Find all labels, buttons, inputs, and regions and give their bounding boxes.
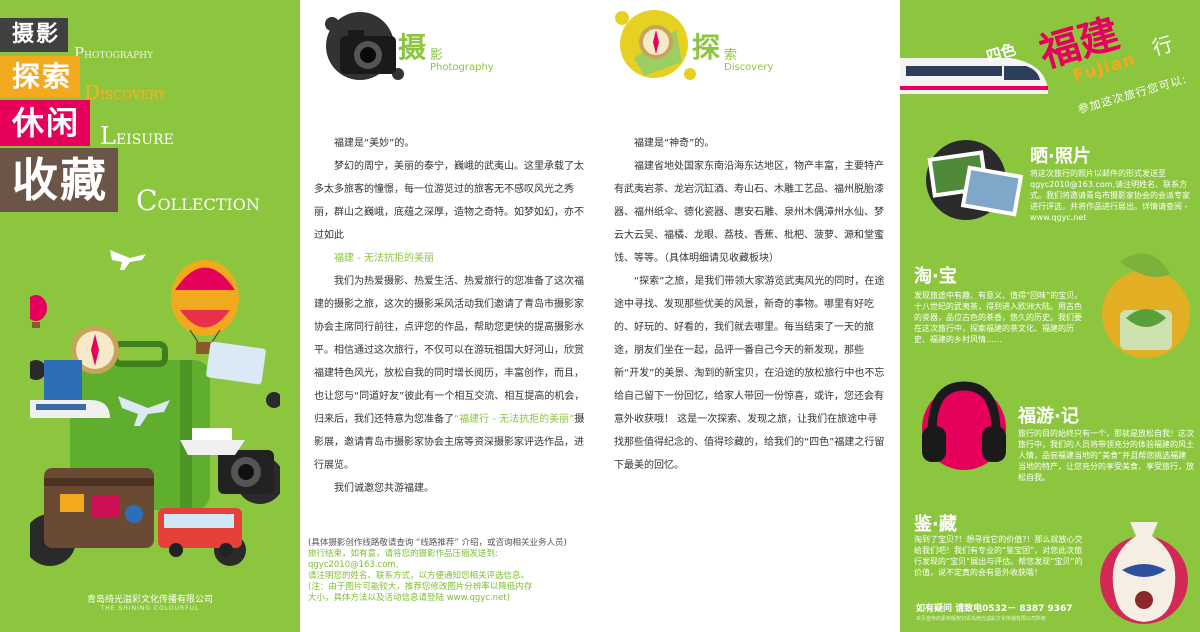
paragraph: 福建是“神奇”的。 [634,138,715,149]
section-text-treasure: 发现旅途中有趣、有意义、值得“回味”的宝贝。十八世纪的武夷茶，得到进入欧洲大陆。… [914,291,1083,344]
discovery-body: 福建是“神奇”的。 福建省地处国家东南沿海东达地区，物产丰富，主要特产有武夷岩茶… [614,132,886,477]
fujian-tour-panel: 四色 福建 行 FuJian 参加这次旅行您可以: 晒·照片 将这次旅行的照片以… [900,0,1200,632]
camera-icon [218,450,274,494]
footnote-line: 请注明您的姓名、联系方式，以方便通知您相关评选信息。 [308,571,530,581]
section-text-travel-notes: 旅行的目的始终只有一个，那就是放松自我！这次旅行中，我们的人员将带领充分的体验福… [1018,429,1194,482]
bullet-train-icon [900,58,1048,94]
photography-heading: 摄 [398,31,427,64]
photography-body: 福建是“美妙”的。 梦幻的周宁，美丽的泰宁，巍峨的武夷山。这里承载了太多太多旅客… [314,132,586,500]
red-bus-icon [158,508,242,557]
section-title-photos: 晒·照片 [1030,146,1091,167]
camera-splat-icon [325,12,404,80]
discovery-heading-en: Discovery [724,62,774,73]
airplane-icon [110,250,146,270]
photography-heading-2: 影 [430,48,444,63]
exhibition-name: “福建行 - 无法抗拒的美丽” [454,414,575,425]
contact-phone: 如有疑问 请致电0532－ 8387 9367 [916,604,1073,614]
category-photography-en: PHOTOGRAPHY [74,44,154,62]
paragraph: 我们诚邀您共游福建。 [334,483,434,494]
footnote-line: 旅行结束，如有意，请将您的摄影作品压缩发送到: [308,549,498,559]
category-leisure: 休闲 LEISURE [0,100,174,150]
category-discovery: 探索 DISCOVERY [0,56,166,104]
slogan: 福建 - 无法抗拒的美丽 [334,253,434,264]
discovery-heading: 探 [692,31,721,64]
category-leisure-en: LEISURE [100,122,174,150]
category-collection-en: COLLECTION [136,184,260,217]
discovery-panel: 探 索 Discovery 福建是“神奇”的。 福建省地处国家东南沿海东达地区，… [600,0,900,632]
section-text-appraisal: 淘到了宝贝?！想寻找它的价值?！那么就放心交给我们吧！我们有专业的“鉴宝团”，对… [914,535,1083,577]
compass-icon [71,326,119,374]
photography-footnote: (具体摄影创作线路敬请查询 “线路推荐” 介绍，或咨询相关业务人员) 旅行结束，… [308,538,592,604]
porcelain-vase-icon [1100,522,1188,624]
paragraph: 福建省地处国家东南沿海东达地区，物产丰富，主要特产有武夷岩茶、龙岩沉缸酒、寿山石… [614,161,884,264]
small-balloon-icon [30,295,47,328]
headphones-icon [922,381,1006,470]
cruise-ship-icon [180,428,245,455]
company-name-en: THE SHINING COLOURFUL [100,605,200,612]
photography-heading-en: Photography [430,62,494,73]
footnote-line: 大小，具体方法以及活动信息请登陆 www.qgyc.net) [308,593,510,603]
paragraph: “探索”之旅，是我们带领大家游览武夷风光的同时，在途途中寻找、发现那些优美的风景… [614,276,885,471]
compass-splat-icon [615,10,696,80]
company-name: 青岛绮光溢彩文化传播有限公司 [86,595,213,605]
category-discovery-en: DISCOVERY [84,80,166,104]
photography-panel: 摄 影 Photography 福建是“美妙”的。 梦幻的周宁，美丽的泰宁，巍峨… [300,0,600,632]
footnote-line: (注：由于图片可能较大，推荐您修改图片分辨率以降低内存 [308,582,533,592]
ticket-icon [206,341,266,385]
paragraph: 梦幻的周宁，美丽的泰宁，巍峨的武夷山。这里承载了太多太多旅客的憧憬，每一位游览过… [314,161,584,241]
section-title-appraisal: 鉴·藏 [914,514,957,535]
footnote-email[interactable]: qgyc2010@163.com, [308,560,399,570]
copyright-note: 本页宣传的素材版权归青岛绮光溢彩文化传播有限公司所有 [916,616,1047,622]
category-discovery-zh: 探索 [0,56,81,98]
travel-collage-illustration [30,250,280,566]
airplane-icon [118,396,170,426]
hot-air-balloon-icon [171,260,239,354]
paragraph: 福建是“美妙”的。 [334,138,415,149]
category-collection: 收藏 COLLECTION [0,148,260,217]
discovery-heading-2: 索 [724,48,738,63]
category-leisure-zh: 休闲 [0,100,91,146]
paragraph: 我们为热爱摄影、热爱生活、热爱旅行的您准备了这次福建的摄影之旅，这次的摄影采风活… [314,276,585,471]
tea-leaf-icon [1102,253,1190,358]
section-title-treasure: 淘·宝 [914,266,957,287]
footnote-line: (具体摄影创作线路敬请查询 “线路推荐” 介绍，或咨询相关业务人员) [308,538,567,548]
train-icon [30,400,110,418]
section-text-photos: 将这次旅行的照片以邮件的形式发送至qgyc2010@163.com,请注明姓名、… [1030,169,1190,222]
section-title-travel-notes: 福游·记 [1018,406,1079,427]
category-photography: 摄影 PHOTOGRAPHY [0,18,153,62]
category-collection-zh: 收藏 [0,148,118,212]
fujian-xing: 行 [1149,31,1176,61]
category-photography-zh: 摄影 [0,18,69,52]
photos-icon [926,140,1024,220]
left-cover-panel: 摄影 PHOTOGRAPHY 探索 DISCOVERY 休闲 LEISURE 收… [0,0,300,632]
vintage-suitcase-icon [44,468,154,548]
